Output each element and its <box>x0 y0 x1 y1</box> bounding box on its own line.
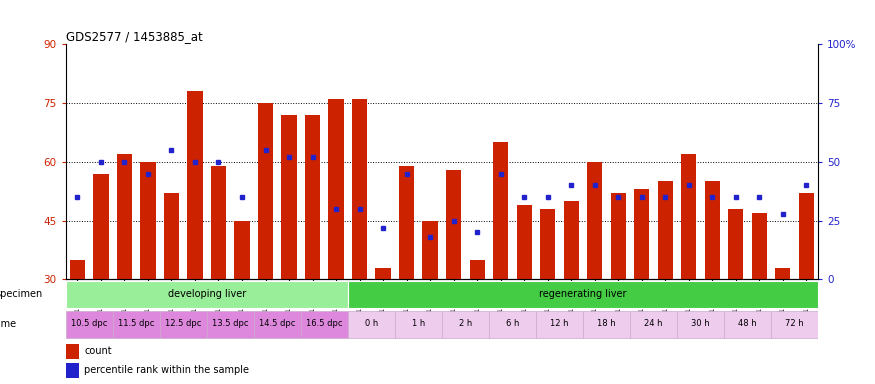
Bar <box>301 311 348 338</box>
Text: GDS2577 / 1453885_at: GDS2577 / 1453885_at <box>66 30 202 43</box>
Bar <box>254 311 301 338</box>
Bar <box>258 103 273 280</box>
Bar <box>536 311 583 338</box>
Bar <box>375 268 391 280</box>
Bar <box>775 268 790 280</box>
Bar <box>799 193 814 280</box>
Bar <box>328 99 344 280</box>
Text: 72 h: 72 h <box>785 319 804 328</box>
Bar <box>348 311 395 338</box>
Text: 16.5 dpc: 16.5 dpc <box>306 319 342 328</box>
Text: 12.5 dpc: 12.5 dpc <box>165 319 201 328</box>
Bar <box>728 209 744 280</box>
Text: 11.5 dpc: 11.5 dpc <box>118 319 154 328</box>
Text: 1 h: 1 h <box>412 319 425 328</box>
Bar <box>70 260 85 280</box>
Text: 13.5 dpc: 13.5 dpc <box>212 319 248 328</box>
Text: 14.5 dpc: 14.5 dpc <box>259 319 296 328</box>
Text: 10.5 dpc: 10.5 dpc <box>71 319 108 328</box>
Bar <box>752 213 767 280</box>
Bar <box>771 311 818 338</box>
Bar <box>66 281 348 308</box>
Bar <box>583 311 630 338</box>
Bar <box>677 311 724 338</box>
Bar <box>160 311 206 338</box>
Text: time: time <box>0 319 18 329</box>
Bar <box>164 193 179 280</box>
Bar <box>658 181 673 280</box>
Bar <box>489 311 536 338</box>
Bar <box>611 193 626 280</box>
Bar <box>352 99 367 280</box>
Bar <box>206 311 254 338</box>
Bar <box>304 115 320 280</box>
Text: percentile rank within the sample: percentile rank within the sample <box>84 365 249 375</box>
Bar <box>66 344 79 359</box>
Bar <box>516 205 532 280</box>
Bar <box>66 363 79 378</box>
Bar <box>395 311 442 338</box>
Bar <box>399 166 414 280</box>
Text: 30 h: 30 h <box>691 319 710 328</box>
Text: 24 h: 24 h <box>644 319 662 328</box>
Bar <box>113 311 160 338</box>
Bar <box>587 162 602 280</box>
Text: 2 h: 2 h <box>458 319 472 328</box>
Bar <box>470 260 485 280</box>
Bar <box>493 142 508 280</box>
Text: regenerating liver: regenerating liver <box>539 289 626 299</box>
Text: developing liver: developing liver <box>168 289 246 299</box>
Bar <box>94 174 108 280</box>
Bar <box>704 181 720 280</box>
Bar <box>187 91 203 280</box>
Bar <box>724 311 771 338</box>
Bar <box>66 311 113 338</box>
Bar <box>282 115 297 280</box>
Text: count: count <box>84 346 112 356</box>
Bar <box>446 170 461 280</box>
Bar <box>211 166 226 280</box>
Text: 48 h: 48 h <box>738 319 757 328</box>
Bar <box>540 209 556 280</box>
Bar <box>442 311 489 338</box>
Text: specimen: specimen <box>0 289 42 299</box>
Bar <box>234 220 249 280</box>
Bar <box>681 154 696 280</box>
Bar <box>423 220 438 280</box>
Text: 18 h: 18 h <box>597 319 616 328</box>
Bar <box>564 201 579 280</box>
Bar <box>634 189 649 280</box>
Bar <box>348 281 818 308</box>
Text: 0 h: 0 h <box>365 319 378 328</box>
Bar <box>116 154 132 280</box>
Bar <box>630 311 677 338</box>
Text: 12 h: 12 h <box>550 319 569 328</box>
Text: 6 h: 6 h <box>506 319 519 328</box>
Bar <box>140 162 156 280</box>
